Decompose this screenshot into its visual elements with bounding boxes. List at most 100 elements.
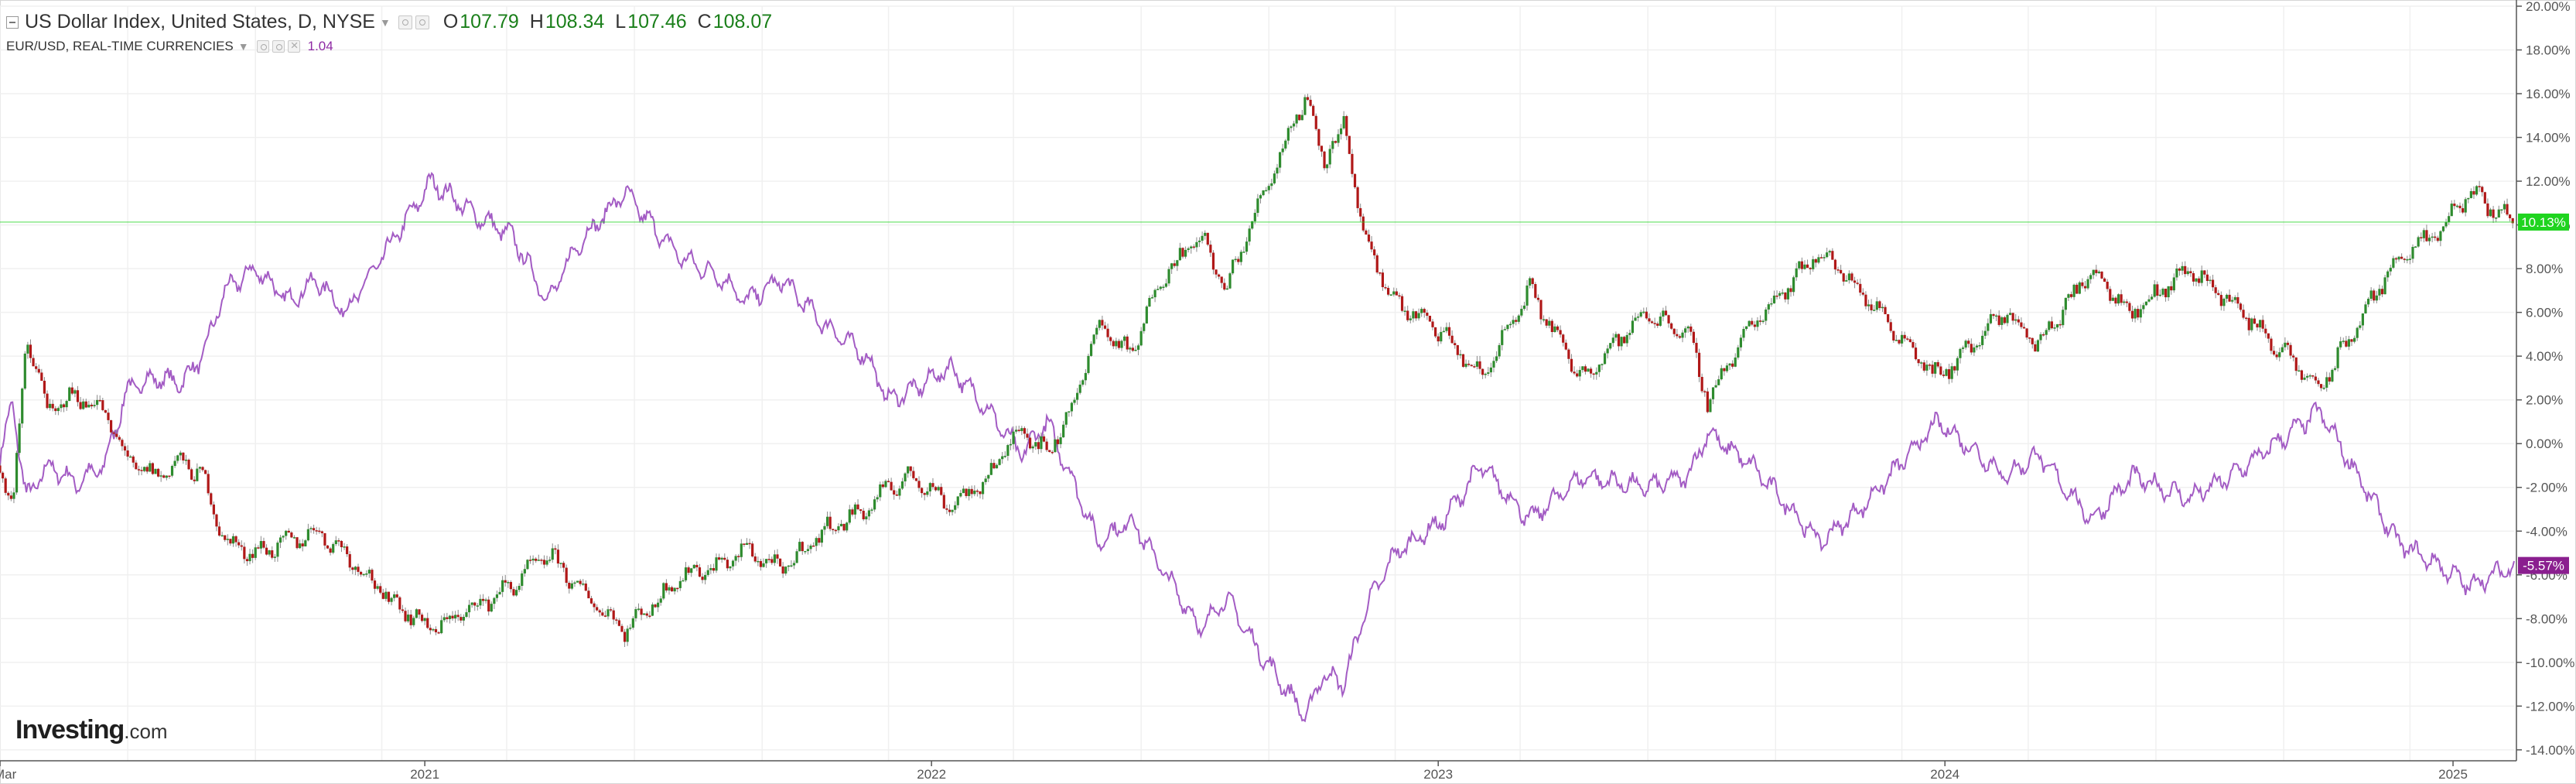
candle-body	[2448, 216, 2451, 223]
candle-body	[820, 529, 823, 543]
candle-body	[2069, 294, 2073, 297]
candle-body	[1215, 269, 1218, 275]
candle-body	[2267, 333, 2270, 339]
candle-body	[156, 468, 160, 477]
candle-body	[2233, 297, 2236, 300]
candle-body	[46, 393, 49, 409]
candle-body	[248, 553, 251, 562]
candle-body	[1492, 361, 1495, 368]
candle-body	[1775, 295, 1778, 297]
candle-body	[1381, 272, 1385, 287]
candle-body	[1789, 288, 1792, 293]
candle-body	[970, 488, 973, 495]
collapse-legend-icon[interactable]	[6, 15, 19, 29]
candle-body	[2311, 375, 2315, 377]
candle-body	[1314, 115, 1317, 129]
visibility-icon[interactable]	[272, 40, 285, 53]
chevron-down-icon[interactable]: ▼	[379, 15, 391, 29]
candle-body	[1178, 248, 1182, 261]
candle-body	[1697, 352, 1701, 378]
chevron-down-icon[interactable]: ▼	[237, 40, 249, 53]
candle-body	[2092, 269, 2095, 276]
candle-body	[507, 582, 510, 584]
candle-body	[856, 504, 859, 510]
candle-body	[1798, 261, 1801, 269]
candle-body	[895, 494, 898, 496]
candle-body	[2336, 347, 2339, 368]
candle-body	[1098, 320, 1101, 328]
candle-body	[825, 516, 829, 526]
candle-body	[1931, 365, 1934, 374]
candle-body	[1367, 235, 1371, 242]
candle-body	[2000, 317, 2004, 325]
candle-body	[657, 602, 660, 608]
candle-body	[1281, 148, 1284, 152]
candle-body	[1672, 328, 1676, 334]
eur-last-value-tag-label: -5.57%	[2523, 559, 2564, 573]
candle-body	[2414, 246, 2417, 248]
candle-body	[781, 566, 784, 574]
candle-body	[1023, 428, 1027, 434]
settings-icon[interactable]	[398, 15, 412, 29]
candle-body	[2020, 322, 2023, 327]
candle-body	[1028, 437, 1032, 449]
candle-body	[1234, 258, 1237, 261]
candle-body	[934, 487, 938, 491]
candle-body	[670, 587, 674, 592]
candle-body	[1456, 345, 1459, 355]
candle-body	[512, 589, 515, 596]
candle-body	[118, 437, 121, 440]
candle-body	[562, 563, 565, 568]
candle-body	[1742, 329, 1745, 338]
candle-body	[818, 538, 821, 543]
candle-body	[1009, 443, 1013, 446]
candle-body	[1239, 252, 1242, 262]
candle-body	[734, 556, 737, 561]
candle-body	[2331, 369, 2334, 382]
close-icon[interactable]	[287, 38, 300, 53]
candle-body	[839, 523, 843, 526]
candle-body	[2444, 222, 2448, 227]
candle-body	[182, 452, 185, 460]
candle-body	[1823, 257, 1826, 258]
candle-body	[1717, 379, 1720, 385]
candle-body	[1045, 441, 1048, 450]
candle-body	[2062, 310, 2065, 326]
candle-body	[1703, 391, 1707, 393]
candle-body	[287, 530, 290, 532]
candle-body	[109, 419, 113, 433]
settings-icon[interactable]	[256, 40, 269, 53]
candle-body	[1653, 323, 1656, 324]
candle-body	[1062, 424, 1065, 438]
candle-body	[207, 474, 210, 494]
candle-body	[2011, 313, 2014, 321]
candle-body	[296, 537, 299, 549]
candle-body	[1881, 306, 1884, 309]
candle-body	[701, 577, 704, 580]
candle-body	[879, 484, 882, 498]
candle-body	[1348, 135, 1351, 154]
candle-body	[2495, 217, 2498, 219]
candle-body	[2342, 341, 2345, 342]
candle-body	[1173, 263, 1176, 266]
candle-body	[959, 493, 962, 497]
y-tick-label: -14.00%	[2526, 743, 2574, 758]
dxy-candles	[0, 94, 2514, 647]
candle-body	[2497, 209, 2500, 218]
candle-body	[712, 568, 716, 571]
candle-body	[1103, 325, 1107, 329]
candle-body	[1772, 295, 1776, 303]
candle-body	[2394, 258, 2398, 260]
candle-body	[2236, 297, 2239, 304]
candle-body	[473, 602, 477, 606]
candle-body	[2475, 186, 2479, 195]
candle-body	[271, 550, 274, 558]
visibility-icon[interactable]	[415, 15, 429, 29]
dxy-last-value-tag-label: 10.13%	[2521, 215, 2566, 230]
candle-body	[1853, 280, 1857, 283]
candle-body	[2378, 289, 2381, 296]
candle-body	[923, 493, 926, 495]
candle-body	[726, 560, 729, 569]
candle-body	[2158, 294, 2161, 296]
